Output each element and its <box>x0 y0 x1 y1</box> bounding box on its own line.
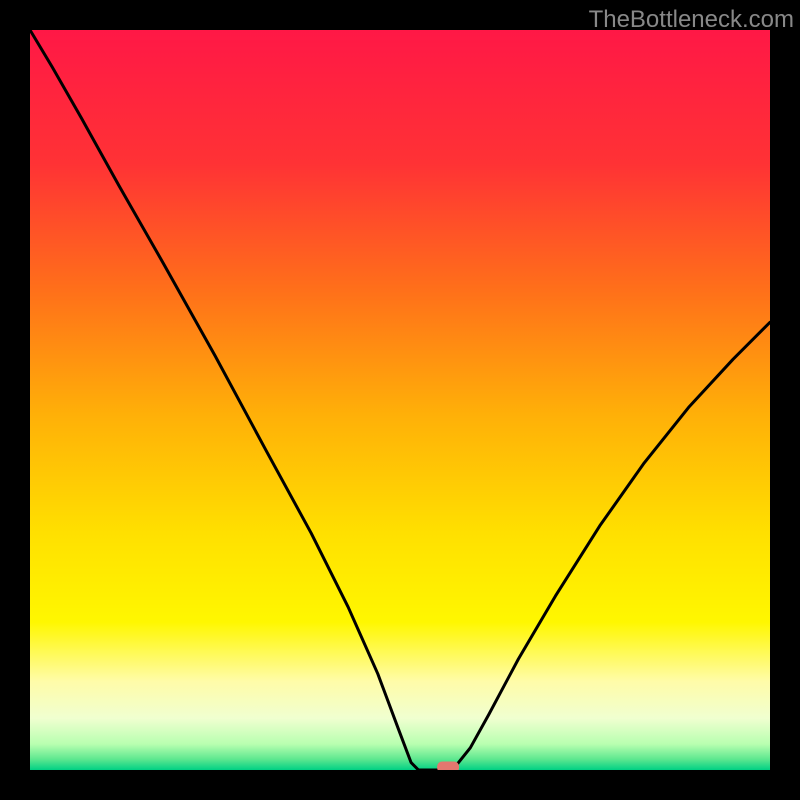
plot-svg <box>30 30 770 770</box>
gradient-background <box>30 30 770 770</box>
chart-frame: TheBottleneck.com <box>0 0 800 800</box>
plot-area <box>30 30 770 770</box>
optimum-marker <box>437 762 459 770</box>
watermark-text: TheBottleneck.com <box>589 6 794 34</box>
